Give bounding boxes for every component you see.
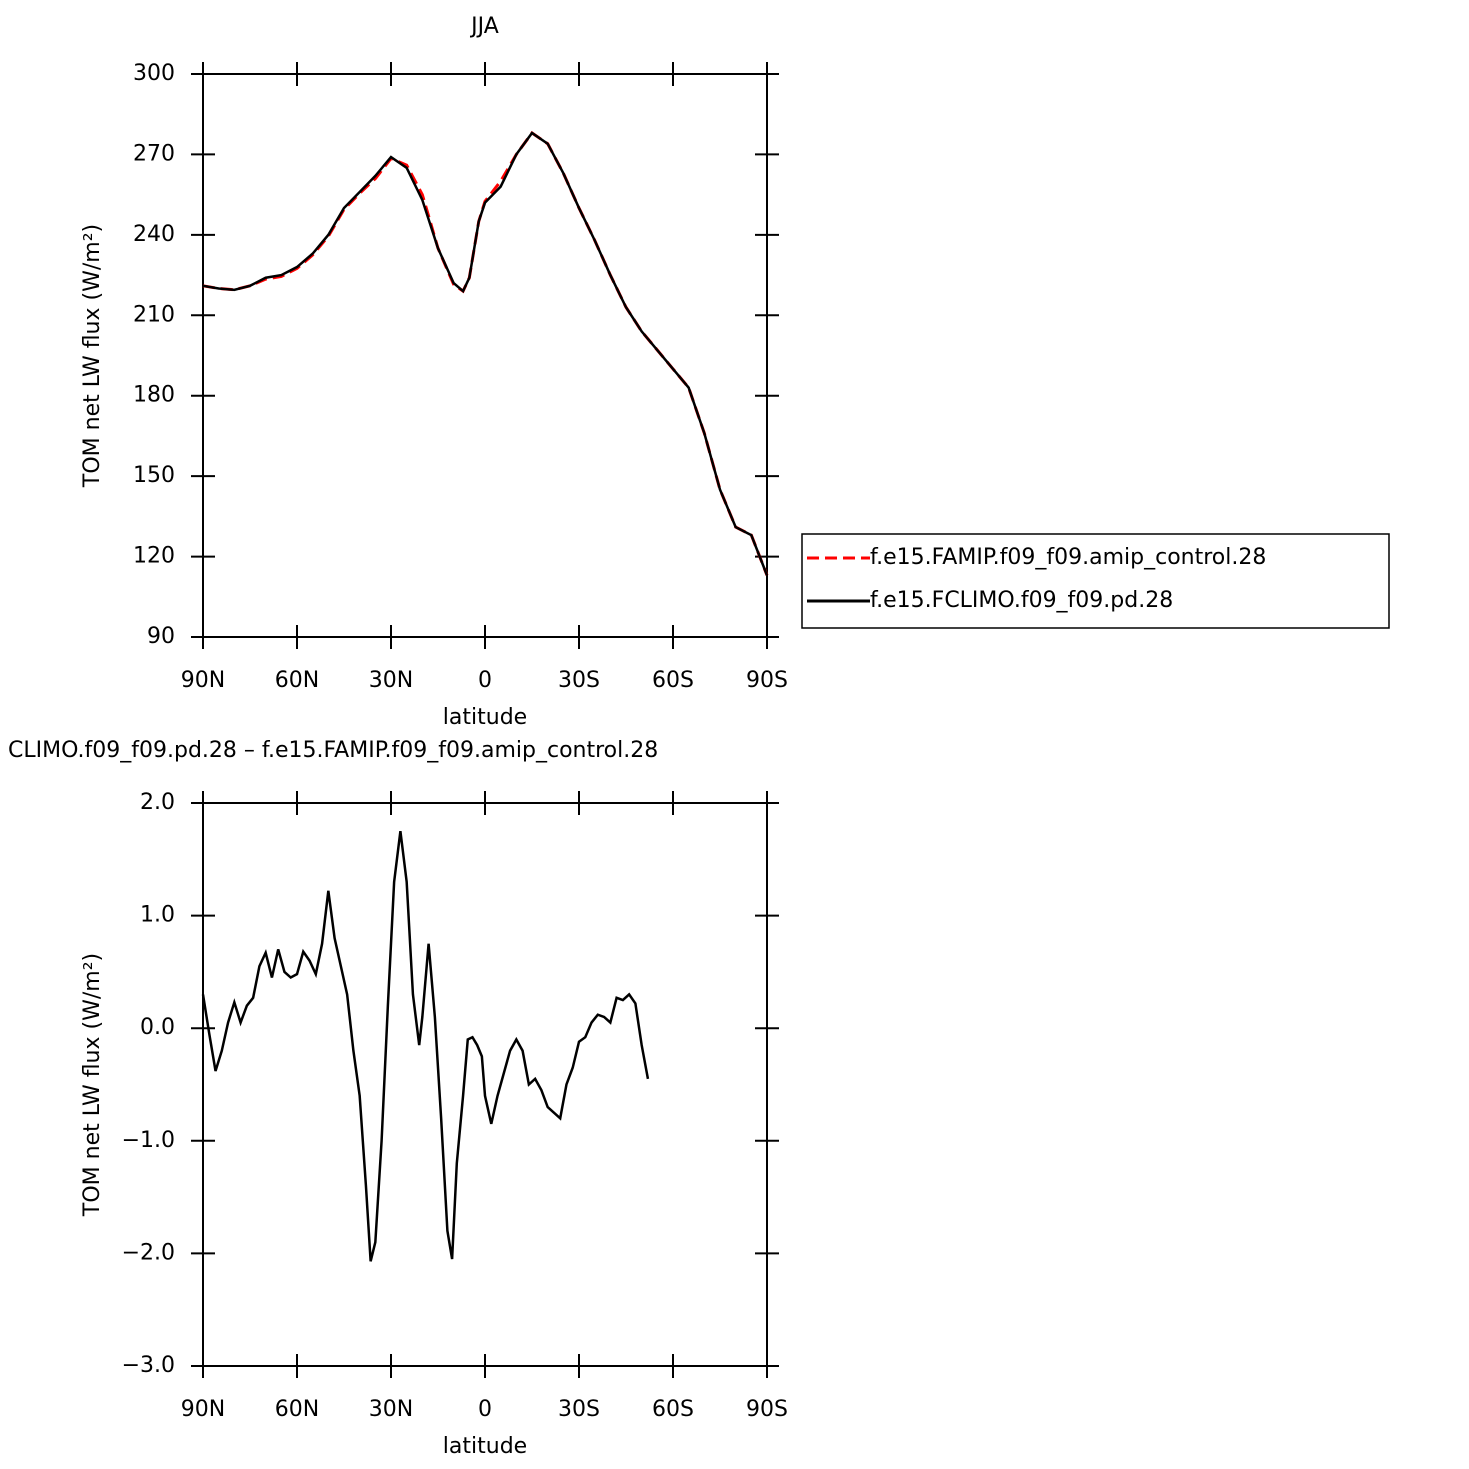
y-tick-label: 210 <box>133 302 175 327</box>
x-tick-label: 30S <box>558 1397 600 1422</box>
x-tick-label: 90S <box>746 668 788 693</box>
data-line <box>202 130 769 576</box>
x-tick-label: 0 <box>478 1397 492 1422</box>
y-tick-label: 270 <box>133 141 175 166</box>
x-tick-label: 90S <box>746 1397 788 1422</box>
y-tick-label: 180 <box>133 383 175 408</box>
y-axis-label: TOM net LW flux (W/m²) <box>80 224 105 488</box>
x-tick-label: 30N <box>369 1397 413 1422</box>
y-tick-label: −2.0 <box>122 1240 175 1265</box>
chart-title: JJA <box>469 14 499 39</box>
x-tick-label: 90N <box>181 668 225 693</box>
x-tick-label: 60S <box>652 1397 694 1422</box>
y-tick-label: 240 <box>133 222 175 247</box>
x-tick-label: 60S <box>652 668 694 693</box>
y-tick-label: −3.0 <box>122 1353 175 1378</box>
x-tick-label: 90N <box>181 1397 225 1422</box>
y-tick-label: 90 <box>147 624 175 649</box>
y-tick-label: 1.0 <box>140 903 175 928</box>
x-tick-label: 0 <box>478 668 492 693</box>
y-tick-label: 2.0 <box>140 790 175 815</box>
y-tick-label: 300 <box>133 61 175 86</box>
legend-box <box>801 533 1390 629</box>
x-axis-label: latitude <box>443 1434 527 1459</box>
legend-label: f.e15.FAMIP.f09_f09.amip_control.28 <box>870 545 1266 570</box>
plot-frame <box>202 73 768 638</box>
x-tick-label: 30S <box>558 668 600 693</box>
data-line <box>202 131 769 576</box>
x-tick-label: 30N <box>369 668 413 693</box>
chart-title: CLIMO.f09_f09.pd.28 – f.e15.FAMIP.f09_f0… <box>8 738 658 763</box>
y-tick-label: 0.0 <box>140 1015 175 1040</box>
y-tick-label: 150 <box>133 463 175 488</box>
x-tick-label: 60N <box>275 668 319 693</box>
y-axis-label: TOM net LW flux (W/m²) <box>80 953 105 1217</box>
data-line <box>201 830 650 1262</box>
y-tick-label: 120 <box>133 544 175 569</box>
x-axis-label: latitude <box>443 705 527 730</box>
x-tick-label: 60N <box>275 1397 319 1422</box>
legend-label: f.e15.FCLIMO.f09_f09.pd.28 <box>870 588 1173 613</box>
y-tick-label: −1.0 <box>122 1128 175 1153</box>
